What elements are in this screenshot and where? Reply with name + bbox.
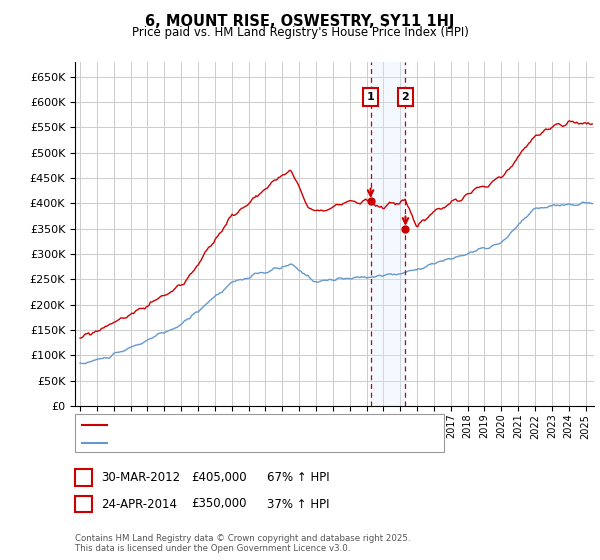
Text: 30-MAR-2012: 30-MAR-2012 bbox=[101, 470, 180, 484]
Text: £350,000: £350,000 bbox=[191, 497, 247, 511]
Text: Contains HM Land Registry data © Crown copyright and database right 2025.
This d: Contains HM Land Registry data © Crown c… bbox=[75, 534, 410, 553]
Text: £405,000: £405,000 bbox=[191, 470, 247, 484]
Text: 1: 1 bbox=[367, 92, 374, 102]
Text: 67% ↑ HPI: 67% ↑ HPI bbox=[267, 470, 329, 484]
Text: HPI: Average price, detached house, Shropshire: HPI: Average price, detached house, Shro… bbox=[113, 438, 362, 449]
Text: 6, MOUNT RISE, OSWESTRY, SY11 1HJ: 6, MOUNT RISE, OSWESTRY, SY11 1HJ bbox=[145, 14, 455, 29]
Text: 37% ↑ HPI: 37% ↑ HPI bbox=[267, 497, 329, 511]
Text: 2: 2 bbox=[401, 92, 409, 102]
Text: 2: 2 bbox=[79, 497, 88, 511]
Text: 1: 1 bbox=[79, 470, 88, 484]
Bar bbox=[371, 62, 406, 406]
Text: Price paid vs. HM Land Registry's House Price Index (HPI): Price paid vs. HM Land Registry's House … bbox=[131, 26, 469, 39]
Text: 6, MOUNT RISE, OSWESTRY, SY11 1HJ (detached house): 6, MOUNT RISE, OSWESTRY, SY11 1HJ (detac… bbox=[113, 420, 404, 430]
Text: 24-APR-2014: 24-APR-2014 bbox=[101, 497, 177, 511]
